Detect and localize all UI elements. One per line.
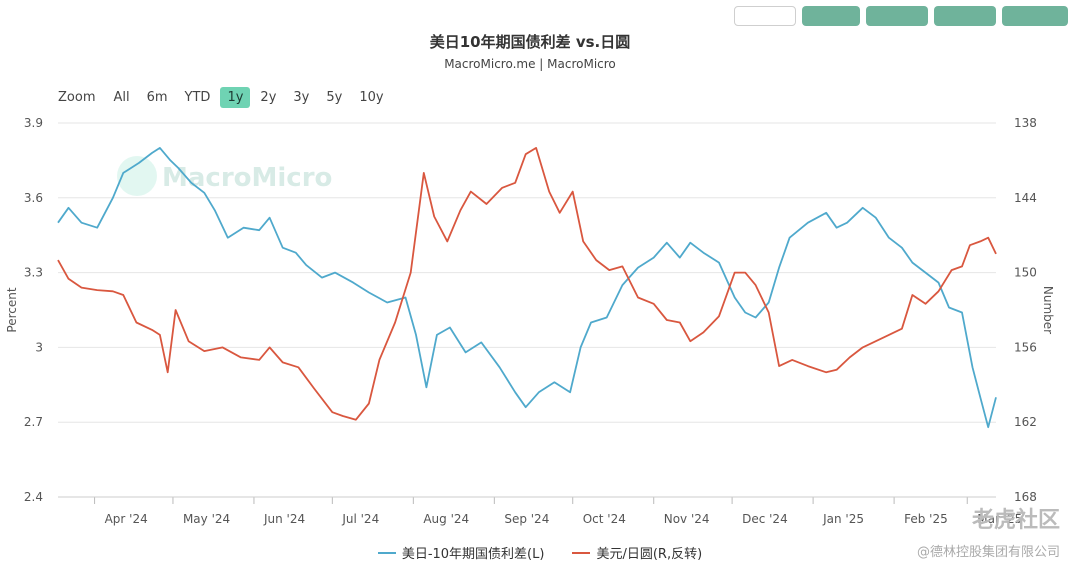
y-left-tick-label: 3 xyxy=(35,340,43,354)
x-tick-label: Aug '24 xyxy=(423,512,469,526)
zoom-label: Zoom xyxy=(58,89,96,105)
y-right-tick-label: 150 xyxy=(1014,266,1037,280)
legend-item-usdjpy[interactable]: 美元/日圆(R,反转) xyxy=(572,543,702,562)
zoom-option-all[interactable]: All xyxy=(113,89,130,105)
legend-label-usdjpy: 美元/日圆(R,反转) xyxy=(596,547,703,562)
top-toolbar-button[interactable] xyxy=(1002,6,1068,26)
watermark-logo-icon xyxy=(117,156,157,196)
top-toolbar-button[interactable] xyxy=(734,6,796,26)
x-tick-label: May '24 xyxy=(183,512,230,526)
footer-brand: 老虎社区 xyxy=(971,508,1060,533)
y-axis-right-label: Number xyxy=(1041,286,1055,334)
zoom-option-ytd[interactable]: YTD xyxy=(184,89,211,105)
top-toolbar-button[interactable] xyxy=(934,6,996,26)
x-tick-label: Sep '24 xyxy=(504,512,549,526)
x-tick-label: Feb '25 xyxy=(904,512,948,526)
watermark: MacroMicro xyxy=(117,156,332,196)
legend-swatch-spread xyxy=(377,551,396,554)
x-tick-label: Dec '24 xyxy=(742,512,788,526)
y-right-tick-label: 144 xyxy=(1014,191,1037,205)
top-toolbar-button[interactable] xyxy=(866,6,928,26)
y-left-tick-label: 3.9 xyxy=(24,116,43,130)
y-right-tick-label: 168 xyxy=(1014,490,1037,504)
chart-subtitle: MacroMicro.me | MacroMicro xyxy=(444,57,616,71)
footer-credit: @德林控股集团有限公司 xyxy=(916,545,1060,560)
legend-swatch-usdjpy xyxy=(572,551,591,554)
y-right-tick-label: 156 xyxy=(1014,340,1037,354)
x-tick-label: Oct '24 xyxy=(583,512,626,526)
x-tick-label: Jul '24 xyxy=(341,512,379,526)
watermark-text: MacroMicro xyxy=(162,163,332,193)
series-line-spread xyxy=(57,147,997,429)
chart-title: 美日10年期国债利差 vs.日圆 xyxy=(429,33,631,51)
series-line-usdjpy xyxy=(57,147,997,421)
zoom-toolbar: Zoom All 6m YTD 1y 2y 3y 5y 10y xyxy=(58,85,394,109)
x-tick-label: Mar '25 xyxy=(977,512,1022,526)
x-tick-label: Jun '24 xyxy=(263,512,305,526)
zoom-option-2y[interactable]: 2y xyxy=(260,89,277,105)
chart-legend: 美日-10年期国债利差(L) 美元/日圆(R,反转) xyxy=(0,543,1080,562)
x-tick-label: Apr '24 xyxy=(105,512,148,526)
x-tick-label: Jan '25 xyxy=(822,512,864,526)
y-left-tick-label: 2.7 xyxy=(24,415,43,429)
legend-item-spread[interactable]: 美日-10年期国债利差(L) xyxy=(377,543,545,562)
zoom-option-10y[interactable]: 10y xyxy=(359,89,384,105)
zoom-option-6m[interactable]: 6m xyxy=(146,89,168,105)
y-axis-left-label: Percent xyxy=(5,287,19,332)
zoom-option-3y[interactable]: 3y xyxy=(293,89,310,105)
y-left-tick-label: 2.4 xyxy=(24,490,43,504)
zoom-option-1y[interactable]: 1y xyxy=(220,86,251,108)
legend-label-spread: 美日-10年期国债利差(L) xyxy=(401,547,545,562)
y-left-tick-label: 3.3 xyxy=(24,266,43,280)
zoom-option-5y[interactable]: 5y xyxy=(326,89,343,105)
y-right-tick-label: 138 xyxy=(1014,116,1037,130)
top-toolbar-button[interactable] xyxy=(802,6,860,26)
x-tick-label: Nov '24 xyxy=(664,512,710,526)
y-left-tick-label: 3.6 xyxy=(24,191,43,205)
y-right-tick-label: 162 xyxy=(1014,415,1037,429)
